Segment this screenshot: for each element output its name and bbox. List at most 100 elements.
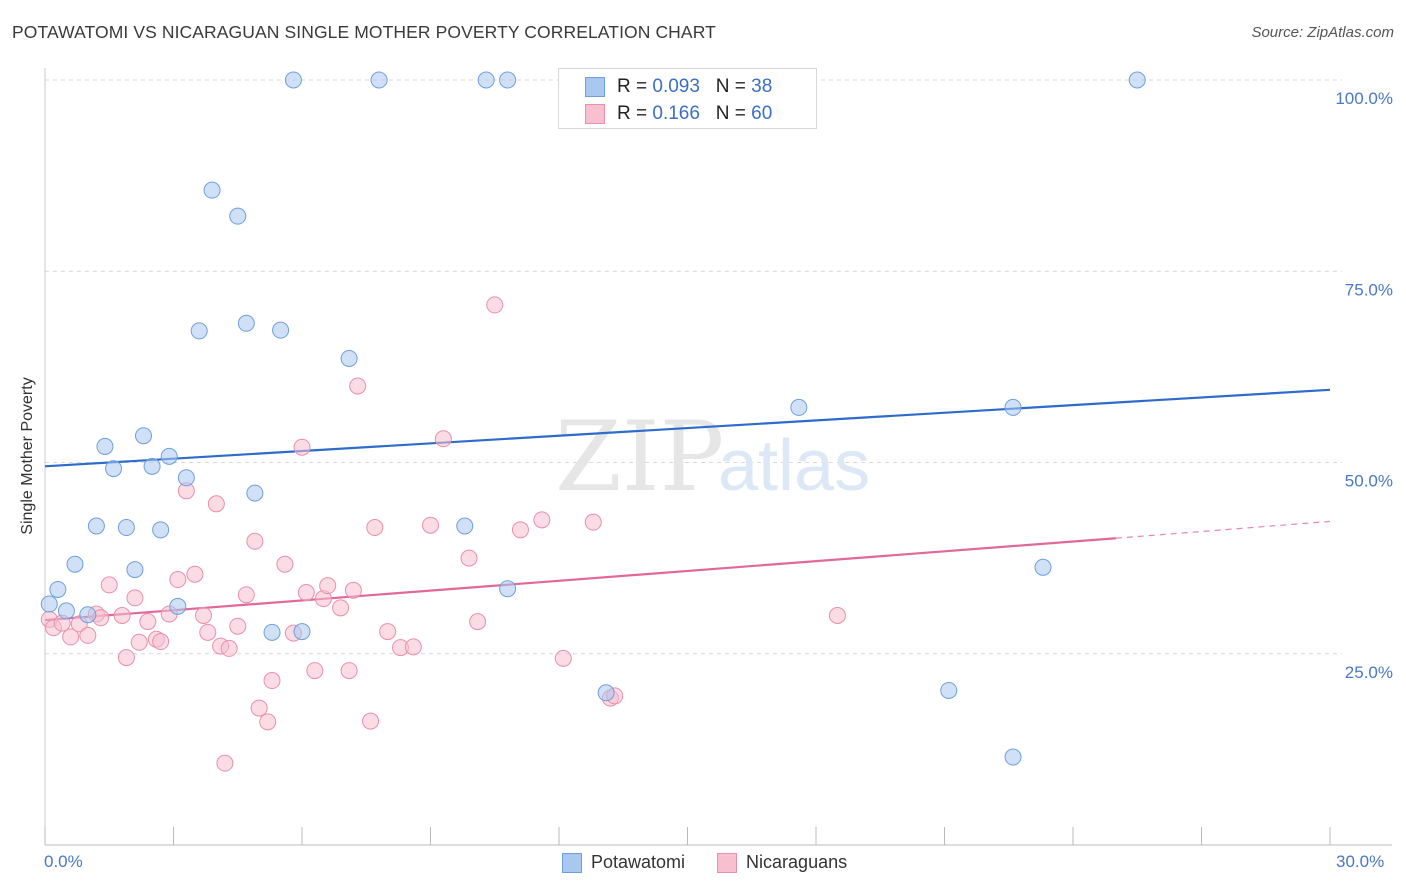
legend-swatch-nicaraguans (717, 852, 738, 873)
point-nicaraguans (362, 712, 380, 730)
legend-r-label: R = (617, 103, 653, 124)
legend-item-nicaraguans[interactable]: Nicaraguans (717, 852, 847, 873)
point-potawatomi (66, 555, 84, 573)
point-potawatomi (456, 517, 474, 535)
source-label: Source: ZipAtlas.com (1251, 24, 1394, 41)
y-tick-label: 100.0% (1335, 89, 1393, 108)
x-tick-max: 30.0% (1336, 852, 1385, 871)
trend-line-nicaraguans-extension (1115, 520, 1331, 539)
legend-item-potawatomi[interactable]: Potawatomi (562, 852, 685, 873)
point-potawatomi (49, 580, 67, 598)
point-potawatomi (87, 517, 105, 535)
point-nicaraguans (194, 607, 212, 624)
legend-swatch-potawatomi (562, 852, 582, 873)
point-nicaraguans (554, 649, 572, 667)
trend-lines (44, 388, 1331, 622)
point-potawatomi (246, 484, 264, 502)
trend-line-nicaraguans (44, 537, 1116, 622)
legend-label-potawatomi: Potawatomi (591, 852, 686, 872)
point-nicaraguans (259, 713, 277, 731)
series-legend: Potawatomi Nicaraguans (562, 852, 879, 873)
point-nicaraguans (199, 623, 217, 641)
point-nicaraguans (332, 599, 350, 617)
point-nicaraguans (237, 586, 255, 604)
point-potawatomi (237, 314, 255, 332)
point-nicaraguans (828, 607, 846, 624)
data-points (40, 71, 1146, 772)
point-nicaraguans (250, 699, 268, 717)
point-potawatomi (284, 71, 302, 89)
point-potawatomi (190, 322, 208, 340)
legend-n-value: 38 (751, 76, 773, 97)
watermark-atlas: atlas (718, 426, 870, 506)
legend-r-value: 0.166 (652, 103, 700, 124)
point-nicaraguans (319, 577, 337, 595)
point-nicaraguans (306, 662, 324, 680)
point-nicaraguans (404, 638, 422, 656)
point-nicaraguans (422, 516, 439, 534)
point-nicaraguans (344, 581, 362, 599)
point-potawatomi (790, 398, 808, 416)
point-nicaraguans (460, 549, 478, 567)
point-nicaraguans (533, 511, 551, 529)
point-potawatomi (499, 580, 517, 598)
watermark-zip: ZIP (555, 401, 724, 513)
legend-n-value: 60 (751, 103, 773, 124)
point-nicaraguans (139, 613, 157, 631)
point-nicaraguans (126, 589, 144, 607)
y-tick-labels: 25.0% 50.0% 75.0% 100.0% (1335, 89, 1393, 682)
point-nicaraguans (79, 626, 97, 644)
legend-swatch-blue (585, 77, 605, 97)
point-nicaraguans (100, 576, 118, 594)
point-potawatomi (499, 71, 517, 89)
point-nicaraguans (216, 754, 234, 772)
chart-title: POTAWATOMI VS NICARAGUAN SINGLE MOTHER P… (12, 22, 716, 42)
point-potawatomi (1128, 71, 1146, 89)
legend-swatch-pink (585, 104, 605, 124)
x-tick-min: 0.0% (44, 852, 83, 871)
point-nicaraguans (130, 633, 148, 651)
point-potawatomi (160, 447, 178, 465)
point-nicaraguans (113, 607, 131, 624)
point-nicaraguans (62, 628, 80, 646)
point-potawatomi (57, 602, 75, 620)
point-potawatomi (177, 469, 195, 487)
point-potawatomi (293, 623, 311, 641)
legend-n-label: N = (715, 76, 752, 97)
point-nicaraguans (276, 555, 294, 573)
point-potawatomi (370, 71, 388, 89)
correlation-legend: R = 0.093 N = 38 R = 0.166 N = 60 (558, 68, 817, 129)
point-potawatomi (117, 519, 135, 537)
y-tick-label: 75.0% (1345, 280, 1393, 299)
point-nicaraguans (293, 438, 311, 456)
y-tick-label: 25.0% (1345, 663, 1393, 682)
point-nicaraguans (584, 513, 602, 531)
point-potawatomi (263, 623, 281, 641)
point-potawatomi (229, 207, 247, 225)
point-potawatomi (143, 457, 161, 475)
axes (44, 68, 1392, 846)
point-nicaraguans (246, 532, 264, 550)
point-potawatomi (272, 321, 290, 339)
point-potawatomi (477, 71, 495, 89)
point-nicaraguans (186, 565, 204, 583)
point-potawatomi (940, 681, 958, 699)
point-nicaraguans (469, 613, 487, 631)
point-nicaraguans (486, 296, 504, 314)
point-nicaraguans (229, 617, 247, 635)
point-potawatomi (152, 521, 170, 539)
point-potawatomi (340, 349, 358, 367)
point-nicaraguans (379, 623, 397, 641)
trend-line-potawatomi (44, 388, 1331, 468)
point-nicaraguans (340, 662, 358, 680)
point-potawatomi (96, 437, 114, 455)
point-potawatomi (126, 561, 144, 579)
watermark: ZIP atlas (555, 401, 870, 513)
point-nicaraguans (511, 521, 529, 539)
point-nicaraguans (434, 430, 452, 448)
point-potawatomi (1004, 398, 1022, 416)
point-nicaraguans (220, 639, 238, 657)
point-potawatomi (79, 606, 97, 624)
point-nicaraguans (349, 377, 367, 395)
